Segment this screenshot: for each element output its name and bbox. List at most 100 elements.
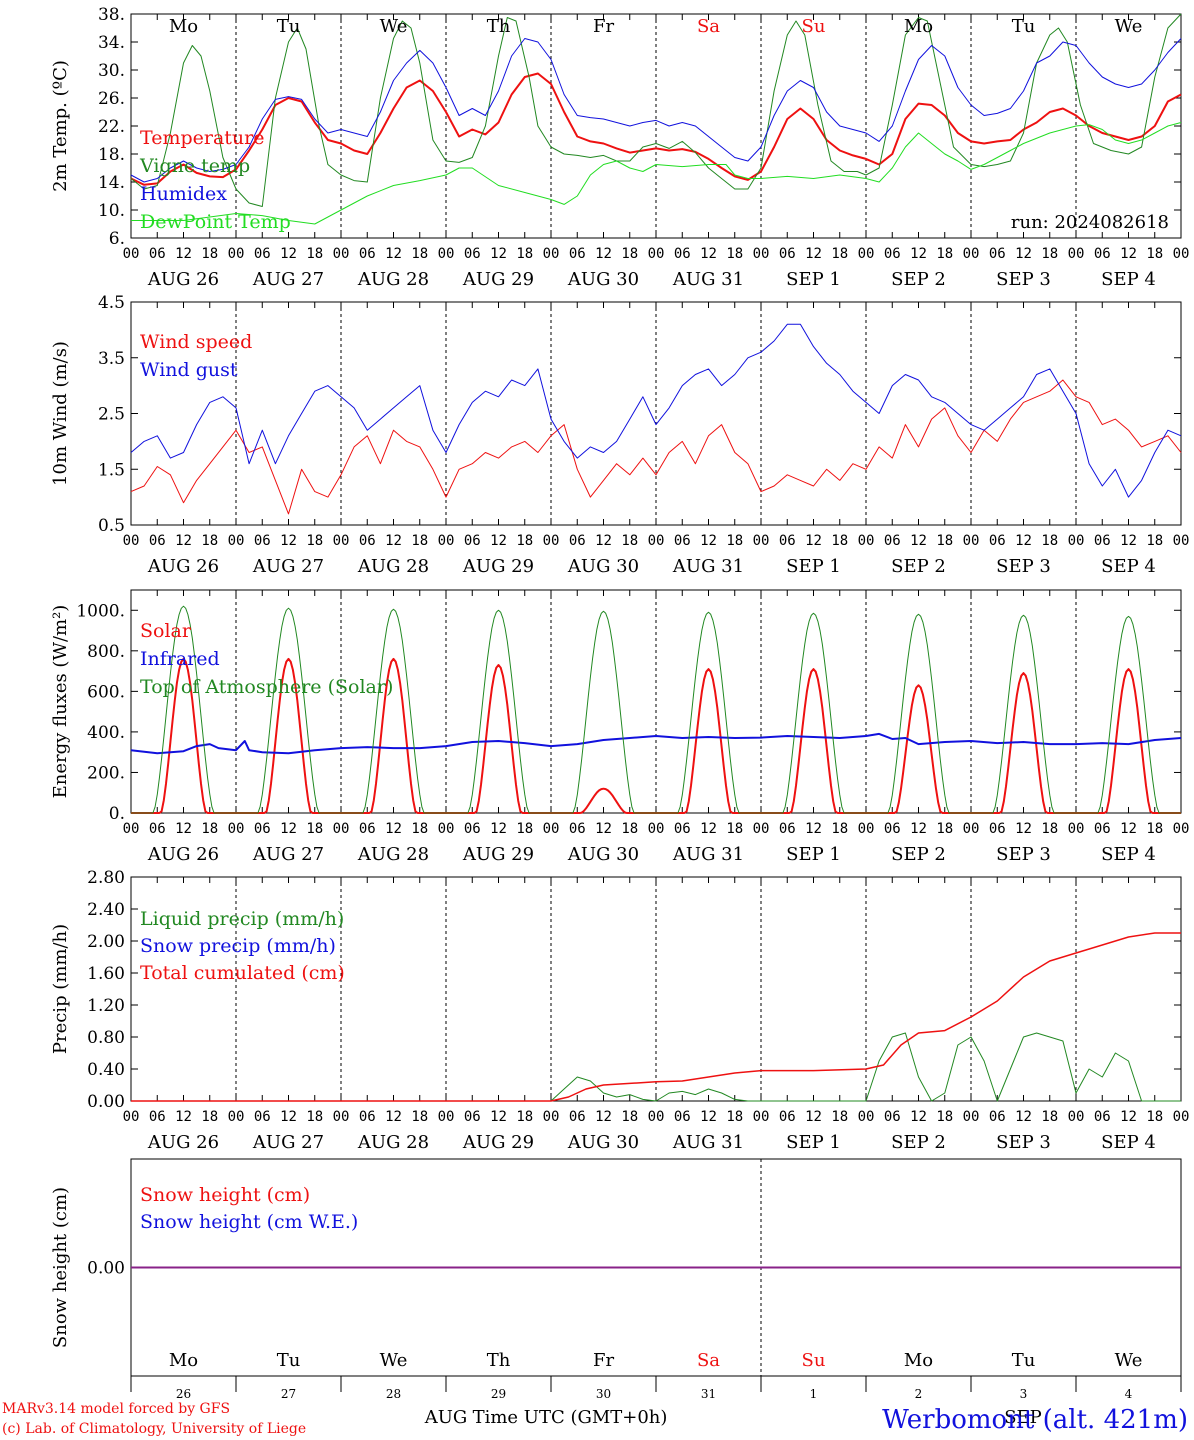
x-hour-label: 00	[1173, 821, 1190, 837]
x-date-label: SEP 3	[996, 269, 1051, 290]
x-hour-label: 00	[228, 246, 245, 262]
x-hour-label: 18	[1041, 1109, 1058, 1125]
x-hour-label: 00	[648, 1109, 665, 1125]
x-hour-label: 06	[464, 1109, 481, 1125]
x-hour-label: 06	[1094, 246, 1111, 262]
day-name-label: We	[380, 16, 408, 37]
legend-entry: Wind speed	[140, 331, 252, 353]
legend-entry: Infrared	[140, 648, 220, 670]
x-hour-label: 12	[1015, 533, 1032, 549]
legend-entry: Wind gust	[140, 359, 238, 381]
x-hour-label: 12	[1015, 246, 1032, 262]
x-hour-label: 00	[123, 533, 140, 549]
x-hour-label: 06	[884, 1109, 901, 1125]
y-tick-label: 3.5	[98, 349, 125, 369]
x-date-label: SEP 1	[786, 269, 841, 290]
y-tick-label: 2.5	[98, 405, 125, 425]
x-hour-label: 18	[306, 1109, 323, 1125]
x-hour-label: 06	[1094, 533, 1111, 549]
x-hour-label: 12	[805, 1109, 822, 1125]
credit-line-1: MARv3.14 model forced by GFS	[2, 1401, 230, 1417]
x-hour-label: 00	[1068, 821, 1085, 837]
x-hour-label: 12	[280, 821, 297, 837]
x-hour-label: 12	[910, 246, 927, 262]
x-date-label: SEP 4	[1101, 1132, 1156, 1153]
x-date-label: SEP 1	[786, 1132, 841, 1153]
run-label: run: 2024082618	[1011, 212, 1169, 233]
x-hour-label: 06	[149, 1109, 166, 1125]
day-name-label: Fr	[593, 1350, 614, 1371]
x-hour-label: 06	[779, 533, 796, 549]
x-hour-label: 06	[359, 246, 376, 262]
x-hour-label: 00	[963, 246, 980, 262]
day-number-label: 2	[915, 1387, 923, 1401]
x-hour-label: 12	[385, 1109, 402, 1125]
day-name-label: Tu	[1012, 1350, 1036, 1371]
x-hour-label: 18	[936, 533, 953, 549]
day-name-label: Mo	[169, 16, 198, 37]
x-hour-label: 06	[989, 821, 1006, 837]
x-hour-label: 12	[490, 246, 507, 262]
x-hour-label: 18	[936, 1109, 953, 1125]
x-hour-label: 18	[936, 821, 953, 837]
x-hour-label: 06	[779, 821, 796, 837]
x-hour-label: 00	[123, 246, 140, 262]
x-hour-label: 18	[1146, 533, 1163, 549]
x-hour-label: 06	[674, 1109, 691, 1125]
day-name-label: Mo	[904, 16, 933, 37]
series-line-0	[130, 379, 1182, 515]
x-date-label: AUG 31	[672, 844, 744, 865]
y-tick-label: 38.	[98, 5, 125, 25]
day-name-label: Mo	[169, 1350, 198, 1371]
x-hour-label: 18	[621, 1109, 638, 1125]
x-hour-label: 12	[175, 246, 192, 262]
month-label: AUG	[424, 1407, 468, 1428]
y-tick-label: 1.60	[87, 964, 125, 984]
x-hour-label: 06	[779, 1109, 796, 1125]
y-axis-label: Precip (mm/h)	[50, 924, 71, 1054]
x-hour-label: 00	[1068, 533, 1085, 549]
legend-entry: Vigne temp	[139, 155, 250, 177]
y-axis-label: 10m Wind (m/s)	[50, 341, 71, 486]
x-date-label: AUG 30	[567, 1132, 639, 1153]
x-hour-label: 00	[1068, 246, 1085, 262]
x-hour-label: 00	[438, 1109, 455, 1125]
x-hour-label: 18	[516, 246, 533, 262]
x-hour-label: 12	[700, 821, 717, 837]
y-tick-label: 34.	[98, 33, 125, 53]
y-axis-label: 2m Temp. (ºC)	[50, 60, 71, 192]
x-hour-label: 00	[753, 821, 770, 837]
x-hour-label: 18	[726, 1109, 743, 1125]
x-hour-label: 12	[175, 821, 192, 837]
x-date-label: SEP 1	[786, 556, 841, 577]
x-hour-label: 00	[753, 1109, 770, 1125]
panel-frame-energy	[130, 589, 1182, 814]
x-date-label: AUG 31	[672, 556, 744, 577]
x-date-label: AUG 27	[252, 556, 324, 577]
x-hour-label: 12	[1015, 1109, 1032, 1125]
x-date-label: SEP 2	[891, 556, 946, 577]
x-hour-label: 06	[674, 533, 691, 549]
x-hour-label: 00	[648, 533, 665, 549]
series-line-2	[131, 605, 1181, 814]
day-name-label: Tu	[277, 1350, 301, 1371]
x-date-label: SEP 4	[1101, 844, 1156, 865]
x-hour-label: 12	[595, 246, 612, 262]
panel-temperature: 6. 10. 14. 18. 22. 26. 30. 34. 38. 2m Temp. (ºC) 0…	[50, 5, 1189, 290]
x-hour-label: 06	[989, 1109, 1006, 1125]
panel-precip: 0.00 0.40 0.80 1.20 1.60 2.00 2.40 2.80 Precip (…	[50, 868, 1189, 1153]
x-hour-label: 06	[674, 821, 691, 837]
x-hour-label: 12	[1120, 821, 1137, 837]
x-hour-label: 00	[438, 246, 455, 262]
day-number-label: 4	[1125, 1387, 1133, 1401]
x-hour-label: 12	[595, 821, 612, 837]
x-hour-label: 18	[726, 533, 743, 549]
day-name-label: Tu	[1012, 16, 1036, 37]
x-hour-label: 12	[1015, 821, 1032, 837]
x-hour-label: 06	[569, 246, 586, 262]
y-tick-label: 200.	[87, 763, 125, 783]
x-hour-label: 18	[201, 246, 218, 262]
x-hour-label: 12	[175, 533, 192, 549]
x-hour-label: 00	[333, 246, 350, 262]
x-hour-label: 00	[333, 821, 350, 837]
